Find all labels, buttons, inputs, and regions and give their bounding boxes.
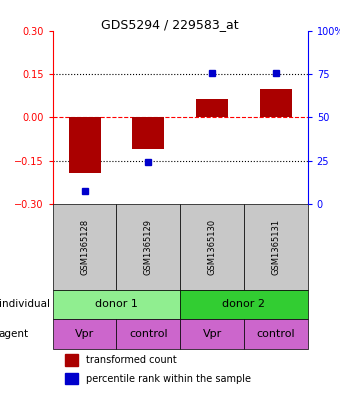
Bar <box>180 290 308 319</box>
Text: percentile rank within the sample: percentile rank within the sample <box>86 374 251 384</box>
Bar <box>69 118 101 173</box>
Bar <box>180 204 244 290</box>
Bar <box>260 89 292 118</box>
Text: Vpr: Vpr <box>202 329 222 339</box>
Bar <box>132 118 164 149</box>
FancyArrow shape <box>39 298 50 311</box>
Text: agent: agent <box>0 329 29 339</box>
Bar <box>53 319 116 349</box>
Bar <box>65 354 78 365</box>
Text: donor 2: donor 2 <box>222 299 266 309</box>
Bar <box>244 319 308 349</box>
Bar <box>65 373 78 384</box>
Bar <box>180 319 244 349</box>
Bar <box>244 204 308 290</box>
Text: GSM1365130: GSM1365130 <box>208 219 217 275</box>
Bar <box>53 290 180 319</box>
Text: GSM1365128: GSM1365128 <box>80 219 89 275</box>
Bar <box>116 319 180 349</box>
Text: transformed count: transformed count <box>86 355 176 365</box>
Text: GDS5294 / 229583_at: GDS5294 / 229583_at <box>101 18 239 31</box>
Text: control: control <box>256 329 295 339</box>
Bar <box>196 99 228 118</box>
Text: GSM1365129: GSM1365129 <box>144 219 153 275</box>
Bar <box>53 204 116 290</box>
Text: Vpr: Vpr <box>75 329 94 339</box>
Bar <box>116 204 180 290</box>
Text: control: control <box>129 329 168 339</box>
FancyArrow shape <box>39 327 50 341</box>
Text: donor 1: donor 1 <box>95 299 138 309</box>
Text: GSM1365131: GSM1365131 <box>271 219 280 275</box>
Text: individual: individual <box>0 299 50 309</box>
